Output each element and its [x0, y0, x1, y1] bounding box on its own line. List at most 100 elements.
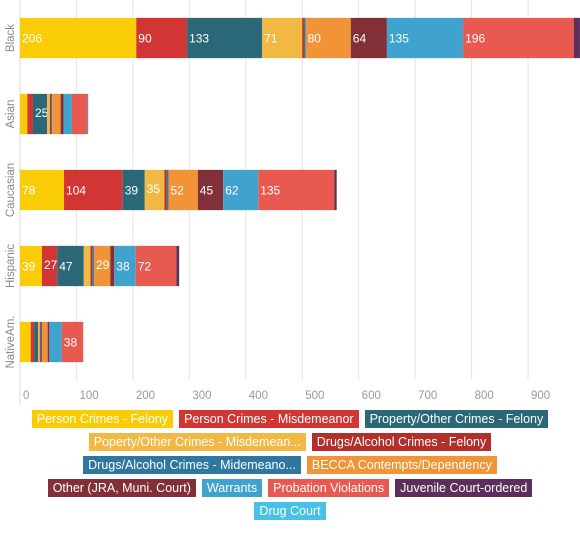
bar-segment: [39, 321, 41, 363]
bar-segment: [114, 245, 136, 287]
bar-segment: [90, 245, 93, 287]
legend-item[interactable]: Warrants: [201, 479, 263, 497]
bar-segment: [42, 321, 48, 363]
bar-segment: [168, 169, 198, 211]
x-axis-tick-labels: 0 100 200 300 400 500 600 700 800 900: [23, 390, 550, 402]
legend-item[interactable]: Drugs/Alcohol Crimes - Felony: [311, 433, 492, 451]
legend-item[interactable]: Person Crimes - Misdemeanor: [179, 410, 359, 428]
bar-value-label: 47: [59, 260, 73, 274]
bar-segment: [40, 321, 43, 363]
legend-item[interactable]: Drug Court: [254, 502, 326, 520]
bar-segment: [52, 93, 61, 135]
bar-segment: [47, 321, 50, 363]
x-tick-label: 800: [475, 390, 494, 402]
bar-value-label: 71: [264, 32, 278, 46]
bar-segment: [135, 245, 177, 287]
bar-value-label: 90: [138, 32, 152, 46]
bar-segment: [573, 17, 580, 59]
bar-value-label: 64: [353, 32, 367, 46]
bar-value-label: 135: [260, 184, 280, 198]
category-labels: Black Asian Caucasian Hispanic NativeAm.: [5, 24, 17, 369]
bar-segment: [386, 17, 464, 59]
bar-value-label: 29: [96, 258, 110, 272]
bar-value-label: 38: [64, 336, 78, 350]
bar-value-label: 196: [465, 32, 485, 46]
x-tick-label: 600: [362, 390, 381, 402]
legend-item[interactable]: BECCA Contempts/Dependency: [306, 456, 497, 474]
bar-value-label: 104: [66, 184, 86, 198]
bar-value-label: 206: [22, 32, 42, 46]
legend-item[interactable]: Person Crimes - Felony: [31, 410, 174, 428]
bar-segment: [87, 93, 89, 135]
bar-value-label: 62: [225, 184, 239, 198]
legend-item[interactable]: Juvenile Court-ordered: [395, 479, 533, 497]
bar-segment: [350, 17, 387, 59]
bar-segment: [166, 169, 169, 211]
legend-item[interactable]: Drugs/Alcohol Crimes - Midemeano...: [83, 456, 301, 474]
category-label: Hispanic: [5, 244, 17, 288]
bar-segment: [49, 93, 52, 135]
bar-value-label: 35: [147, 182, 161, 196]
bar-segment: [27, 93, 33, 135]
bar-segment: [20, 169, 65, 211]
legend-item[interactable]: Other (JRA, Muni. Court): [47, 479, 196, 497]
bar-segment: [303, 17, 306, 59]
bar-segment: [30, 321, 35, 363]
bar-segment: [42, 245, 58, 287]
bar-segment: [20, 321, 31, 363]
bar-segment: [32, 93, 48, 135]
category-label: Caucasian: [5, 163, 17, 217]
bar-value-label: 80: [308, 32, 322, 46]
bar-value-label: 25: [35, 106, 49, 120]
bar-segment: [92, 245, 94, 287]
legend-item[interactable]: Poperty/Other Crimes - Misdemean...: [88, 433, 306, 451]
bars: 206 90 133 71 80 64 135 196 25 78 104 39 35 52 45 62 135…: [20, 17, 580, 363]
bar-segment: [176, 245, 180, 287]
bar-segment: [20, 93, 28, 135]
bar-segment: [71, 93, 88, 135]
x-tick-label: 400: [249, 390, 268, 402]
bar-segment: [258, 169, 335, 211]
bar-segment: [334, 169, 337, 211]
x-tick-label: 200: [136, 390, 155, 402]
bar-segment: [262, 17, 303, 59]
bar-segment: [60, 93, 64, 135]
bar-segment: [197, 169, 224, 211]
bar-segment: [305, 17, 351, 59]
bar-segment: [93, 245, 111, 287]
bar-value-label: 38: [116, 260, 130, 274]
bar-value-label: 45: [200, 184, 214, 198]
category-label: NativeAm.: [5, 315, 17, 368]
bar-segment: [61, 321, 84, 363]
bar-segment: [51, 93, 53, 135]
bar-value-label: 39: [125, 184, 139, 198]
bar-segment: [136, 17, 188, 59]
bar-segment: [20, 17, 137, 59]
bar-value-label: 72: [138, 260, 152, 274]
bar-segment: [144, 169, 165, 211]
bar-segment: [302, 17, 304, 59]
bar-value-label: 52: [170, 184, 184, 198]
bar-segment: [38, 321, 40, 363]
x-tick-label: 700: [418, 390, 437, 402]
bar-segment: [20, 245, 43, 287]
legend-item[interactable]: Property/Other Crimes - Felony: [364, 410, 549, 428]
bar-segment: [64, 169, 123, 211]
bar-segment: [34, 321, 39, 363]
x-tick-label: 300: [192, 390, 211, 402]
bar-segment: [63, 93, 72, 135]
bar-segment: [223, 169, 259, 211]
legend-item[interactable]: Probation Violations: [268, 479, 390, 497]
bar-segment: [87, 93, 88, 135]
bar-value-label: 133: [189, 32, 209, 46]
bar-segment: [463, 17, 574, 59]
bar-segment: [83, 245, 91, 287]
category-label: Asian: [5, 100, 17, 129]
bar-segment: [49, 321, 62, 363]
bar-value-label: 27: [44, 258, 58, 272]
bar-value-label: 135: [389, 32, 409, 46]
x-tick-label: 100: [79, 390, 98, 402]
bar-segment: [122, 169, 145, 211]
bar-value-label: 78: [22, 184, 36, 198]
x-tick-label: 0: [23, 390, 29, 402]
